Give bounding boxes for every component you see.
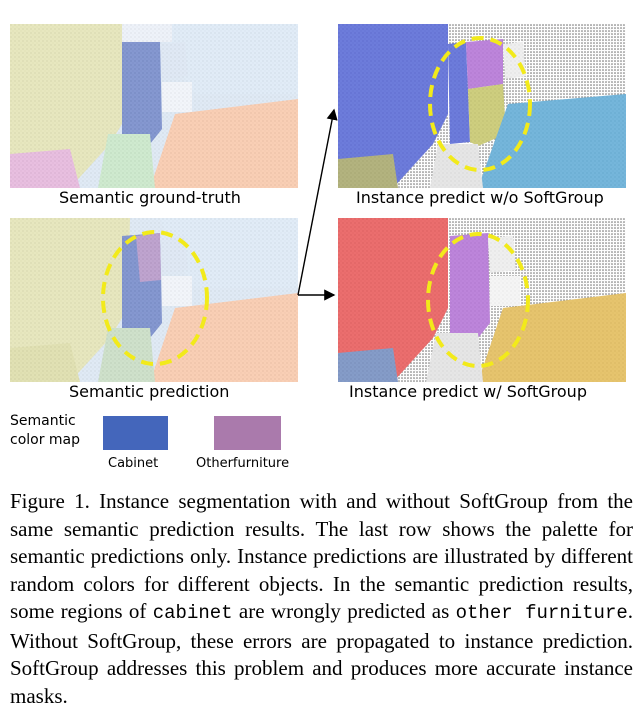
panel-semantic-prediction (10, 218, 298, 382)
figure-label: Figure 1. (10, 489, 90, 513)
figure-caption: Figure 1. Instance segmentation with and… (10, 488, 633, 710)
caption-text-1: Instance segmentation with and without S… (10, 489, 633, 623)
panel-semantic-ground-truth (10, 24, 298, 188)
legend-title: Semantic color map (10, 413, 81, 448)
code-other-furniture: other furniture (455, 602, 628, 624)
panel-instance-without-softgroup (338, 24, 626, 188)
caption-instance-without-softgroup: Instance predict w/o SoftGroup (356, 188, 604, 207)
caption-semantic-ground-truth: Semantic ground-truth (59, 188, 241, 207)
comparison-arrows (297, 108, 338, 301)
figure-1: Semantic ground-truth Semantic predictio… (10, 24, 626, 471)
arrow-to-without-softgroup (297, 108, 338, 296)
caption-semantic-prediction: Semantic prediction (69, 382, 230, 401)
legend-label-cabinet: Cabinet (108, 456, 159, 471)
caption-text-2: are wrongly predicted as (232, 599, 456, 623)
code-cabinet: cabinet (152, 602, 233, 624)
legend-swatch-cabinet (103, 416, 168, 450)
legend-label-otherfurniture: Otherfurniture (196, 456, 290, 471)
caption-instance-with-softgroup: Instance predict w/ SoftGroup (349, 382, 587, 401)
panel-instance-with-softgroup (338, 218, 626, 382)
caption-text-3: . Without SoftGroup, these er­rors are p… (10, 599, 633, 708)
legend-swatch-otherfurniture (214, 416, 281, 450)
